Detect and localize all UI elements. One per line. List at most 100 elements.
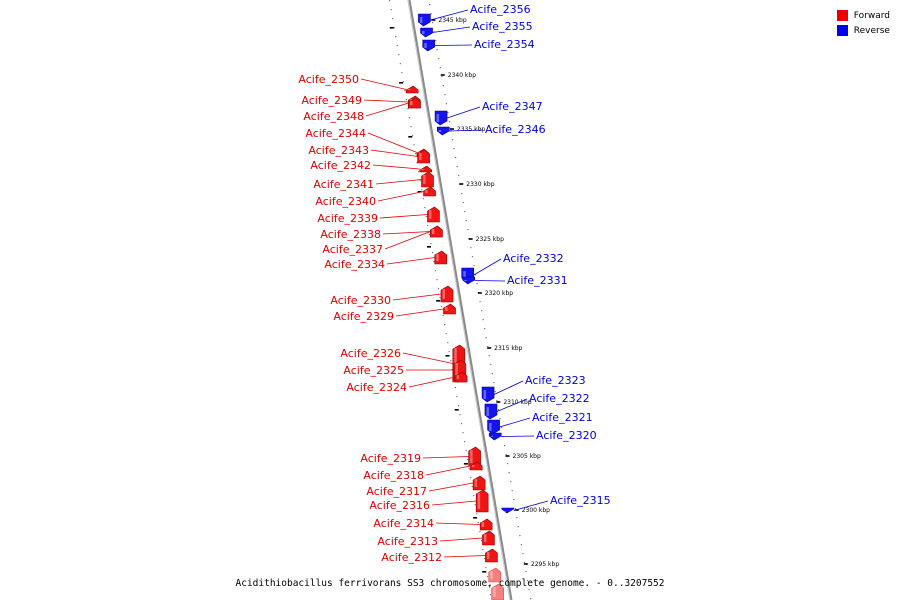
guide-dot [513, 499, 515, 501]
guide-dot [471, 486, 473, 488]
guide-dot [507, 463, 509, 465]
gene-shine [489, 423, 492, 431]
gene-label: Acife_2320 [536, 429, 597, 442]
guide-dot [489, 594, 492, 596]
guide-dot [523, 562, 526, 564]
guide-dot [467, 459, 469, 461]
tick-label: 2300 kbp [522, 507, 550, 514]
guide-dot [401, 72, 403, 74]
label-leader [496, 398, 528, 412]
label-leader [392, 293, 442, 301]
gene-label: Acife_2342 [310, 159, 371, 172]
guide-dot [393, 27, 395, 29]
guide-dot [442, 315, 444, 317]
gene-shine [436, 254, 439, 261]
guide-dot [390, 9, 392, 11]
minor-tick [482, 571, 487, 573]
reverse-gene [481, 386, 495, 403]
guide-dot [437, 288, 440, 290]
minor-tick [454, 409, 459, 411]
gene-label: Acife_2341 [313, 178, 374, 191]
gene-label: Acife_2332 [503, 252, 564, 265]
forward-gene [421, 171, 434, 188]
guide-dot [464, 211, 466, 213]
guide-dot [528, 589, 530, 591]
guide-dot [434, 270, 437, 272]
gene-label: Acife_2334 [324, 258, 385, 271]
guide-dot [482, 549, 484, 551]
forward-gene [469, 461, 483, 471]
tick-label: 2345 kbp [438, 17, 466, 24]
gene-shine [422, 31, 425, 34]
gene-label: Acife_2337 [322, 243, 383, 256]
guide-dot [430, 243, 432, 245]
label-leader [435, 522, 481, 525]
guide-dot [471, 256, 474, 258]
guide-dot [473, 265, 475, 267]
guide-dot [441, 76, 443, 78]
forward-gene [427, 206, 440, 223]
guide-dot [439, 297, 441, 299]
tick-label: 2295 kbp [531, 561, 559, 568]
label-leader [434, 44, 473, 46]
forward-gene [434, 250, 448, 265]
guide-dot [462, 432, 464, 434]
guide-dot [487, 346, 489, 348]
reverse-gene [420, 27, 433, 38]
gene-shine [410, 101, 413, 105]
gene-shine [486, 407, 489, 416]
legend-forward-label: Forward [853, 10, 890, 21]
guide-dot [457, 405, 460, 407]
label-leader [422, 456, 469, 459]
guide-dot [490, 364, 492, 366]
tick-mark [440, 74, 445, 76]
guide-dot [483, 558, 486, 560]
label-leader [443, 555, 486, 558]
reverse-gene [487, 419, 500, 435]
guide-dot [445, 333, 447, 335]
gene-shine [463, 271, 466, 279]
guide-dot [433, 31, 435, 33]
forward-gene [491, 583, 504, 600]
label-leader [367, 132, 418, 153]
guide-dot [514, 508, 516, 510]
gene-shine [436, 114, 440, 122]
guide-dot [465, 450, 467, 452]
label-leader [432, 26, 471, 33]
minor-tick [389, 27, 394, 29]
guide-dot [455, 157, 457, 159]
guide-dot [485, 337, 487, 339]
label-leader [473, 258, 502, 276]
gene-label: Acife_2355 [472, 20, 533, 33]
gene-label: Acife_2316 [369, 499, 430, 512]
reverse-gene [488, 432, 502, 441]
guide-dot [522, 553, 524, 555]
backbone-highlight [407, 0, 511, 600]
guide-dot [491, 373, 493, 375]
tick-mark [431, 19, 436, 21]
guide-dot [460, 423, 463, 425]
label-leader [386, 257, 435, 265]
label-leader [431, 500, 477, 506]
gene-label: Acife_2312 [381, 551, 442, 564]
gene-shine [424, 43, 427, 48]
minor-tick [473, 517, 478, 519]
reverse-swatch [836, 25, 848, 36]
guide-dot [473, 495, 475, 497]
gene-labels: Acife_2356 Acife_2355 Acife_2354 Acife_2347… [298, 3, 610, 564]
label-leader [379, 214, 428, 219]
minor-tick [426, 246, 431, 248]
guide-dot [474, 504, 476, 506]
label-leader [493, 380, 524, 395]
label-leader [402, 352, 453, 364]
gene-label: Acife_2318 [363, 469, 424, 482]
gene-label: Acife_2326 [340, 347, 401, 360]
forward-gene [440, 285, 454, 303]
tick-mark [459, 183, 464, 185]
gene-label: Acife_2338 [320, 228, 381, 241]
minor-tick [445, 355, 450, 357]
guide-dot [447, 342, 449, 344]
tick-mark [468, 238, 473, 240]
gene-shine [419, 153, 422, 160]
forward-gene [488, 567, 502, 583]
